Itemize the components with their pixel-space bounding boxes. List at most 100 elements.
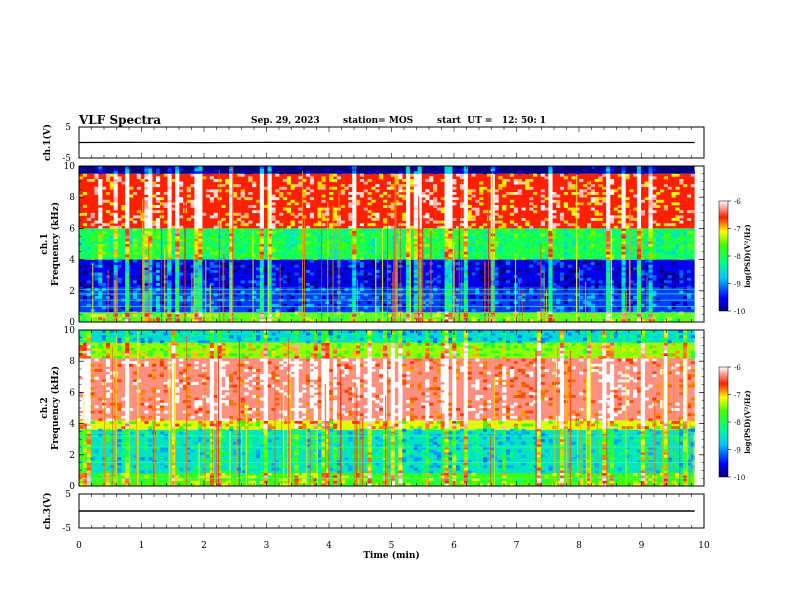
spectrogram-cell (182, 382, 188, 385)
spectrogram-cell (86, 366, 91, 370)
spectrogram-cell (79, 379, 84, 383)
spectrogram-cell (79, 345, 84, 349)
spectrogram-cell (440, 296, 445, 299)
spectrogram-cell (167, 197, 172, 201)
spectrogram-cell (159, 340, 164, 344)
spectrogram-cell (175, 231, 180, 234)
spectrogram-cell (444, 288, 449, 292)
spectrogram-cell (406, 231, 411, 234)
spectrogram-cell (413, 236, 418, 240)
spectrogram-cell (448, 275, 453, 279)
spectrogram-cell (182, 348, 188, 352)
spectrogram-cell (94, 405, 99, 409)
spectrogram-cell (82, 371, 87, 375)
spectrogram-cell (309, 215, 315, 219)
spectrogram-cell (86, 410, 91, 414)
spectrogram-cell (98, 212, 103, 216)
spectrogram-cell (559, 215, 565, 219)
spectrogram-cell (240, 363, 245, 367)
spectrogram-cell (533, 257, 538, 260)
spectrogram-cell (105, 387, 111, 391)
spectrogram-cell (113, 356, 118, 359)
spectrogram-cell (86, 246, 91, 250)
spectrogram-cell (406, 259, 411, 263)
spectrogram-cell (144, 212, 149, 216)
spectrogram-cell (136, 210, 141, 214)
spectrogram-cell (209, 264, 214, 268)
spectrogram-cell (229, 421, 234, 424)
spectrogram-cell (317, 223, 322, 227)
spectrogram-cell (163, 332, 168, 336)
spectrogram-cell (205, 410, 211, 414)
spectrogram-cell (267, 257, 272, 260)
spectrogram-cell (167, 314, 172, 318)
spectrogram-cell (144, 215, 149, 219)
spectrogram-cell (429, 199, 434, 203)
spectrogram-cell (548, 306, 553, 310)
spectrogram-cell (352, 270, 357, 273)
spectrogram-cell (132, 246, 138, 250)
spectrogram-cell (171, 309, 176, 312)
spectrogram-cell (598, 231, 603, 234)
spectrogram-cell (529, 319, 534, 323)
spectrogram-cell (155, 176, 161, 180)
spectrogram-cell (548, 202, 553, 206)
spectrogram-cell (82, 363, 87, 367)
spectrogram-cell (113, 166, 118, 169)
spectrogram-cell (125, 392, 130, 396)
spectrogram-cell (263, 285, 268, 289)
spectrogram-cell (352, 267, 357, 271)
spectrogram-cell (502, 225, 507, 229)
spectrogram-cell (136, 285, 141, 289)
spectrogram-cell (606, 199, 611, 203)
spectrogram-cell (125, 249, 130, 253)
spectrogram-cell (525, 184, 530, 188)
spectrogram-cell (259, 316, 264, 320)
spectrogram-cell (125, 233, 130, 237)
spectrogram-cell (179, 189, 184, 193)
spectrogram-cell (255, 283, 261, 286)
spectrogram-cell (382, 288, 388, 292)
spectrogram-cell (148, 374, 153, 378)
spectrogram-cell (556, 231, 561, 234)
spectrogram-cell (136, 418, 141, 422)
spectrogram-cell (105, 262, 111, 266)
spectrogram-cell (421, 194, 426, 198)
spectrogram-cell (652, 176, 657, 180)
spectrogram-cell (102, 233, 107, 237)
spectrogram-cell (171, 374, 176, 378)
colorbar-tick-label: -9 (734, 281, 741, 289)
spectrogram-cell (448, 176, 453, 180)
spectrogram-cell (382, 303, 388, 307)
spectrogram-cell (163, 449, 168, 453)
spectrogram-cell (194, 173, 199, 177)
spectrogram-cell (98, 275, 103, 279)
spectrogram-cell (313, 236, 318, 240)
spectrogram-cell (413, 277, 418, 281)
spectrogram-cell (548, 236, 553, 240)
spectrogram-cell (171, 473, 176, 476)
spectrogram-cell (105, 457, 111, 461)
spectrogram-cell (367, 275, 372, 279)
spectrogram-cell (494, 199, 499, 203)
spectrogram-cell (463, 280, 468, 284)
spectrogram-cell (148, 426, 153, 430)
spectrogram-cell (332, 262, 338, 266)
spectrogram-cell (494, 197, 499, 201)
spectrogram-cell (236, 267, 241, 271)
spectrogram-cell (117, 470, 122, 474)
spectrogram-cell (406, 296, 411, 299)
spectrogram-cell (590, 199, 595, 203)
spectrogram-cell (448, 303, 453, 307)
spectrogram-cell (113, 233, 118, 237)
spectrogram-cell (209, 335, 214, 339)
spectrogram-cell (509, 280, 515, 284)
spectrogram-cell (86, 254, 91, 258)
spectrogram-cell (371, 186, 376, 190)
spectrogram-cell (394, 181, 399, 185)
spectrogram-cell (232, 371, 238, 375)
spectrogram-cell (498, 220, 503, 224)
spectrogram-cell (98, 210, 103, 214)
spectrogram-cell (98, 218, 103, 221)
spectrogram-cell (621, 254, 626, 258)
